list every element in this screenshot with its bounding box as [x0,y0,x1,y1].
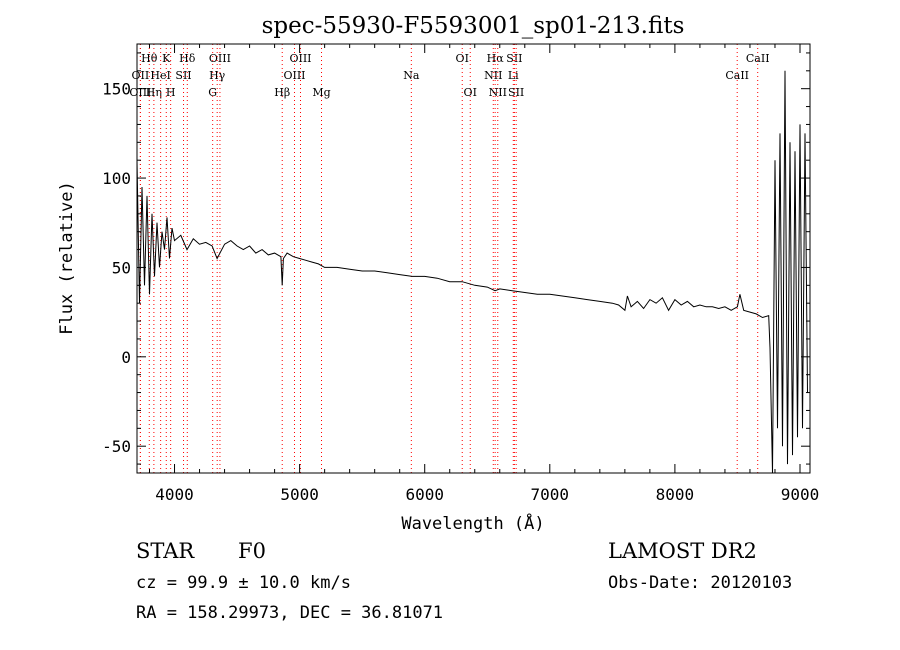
y-axis-label: Flux (relative) [57,181,77,335]
x-axis: 4000 5000 6000 7000 8000 9000 [149,44,820,504]
marker-label: OIII [289,52,311,65]
marker-label: NII [489,86,507,99]
y-tick-label: 100 [102,169,131,188]
marker-label: Hα [487,52,505,65]
marker-label: Hβ [274,86,290,99]
marker-label: Hγ [209,69,226,82]
marker-label: CaII [746,52,770,65]
marker-label: Hδ [179,52,196,65]
plot-frame [136,43,811,474]
obs-date: Obs-Date: 20120103 [608,573,793,593]
spectrum-series-line [136,70,808,474]
marker-label: OII [132,69,150,82]
y-tick-label: 50 [112,258,131,277]
x-tick-label: 4000 [155,485,194,504]
marker-label: Hθ [141,52,158,65]
y-axis: -50 0 50 100 150 [102,52,810,465]
object-subclass: F0 [238,539,266,563]
marker-label: OI [464,86,477,99]
y-tick-label: -50 [102,437,131,456]
y-tick-label: 0 [121,348,131,367]
x-tick-label: 9000 [781,485,820,504]
marker-label: Li [508,69,519,82]
marker-label: Mg [312,86,330,99]
marker-label: HeI [150,69,170,82]
marker-label: SII [175,69,191,82]
x-axis-label: Wavelength (Å) [401,512,544,534]
marker-label: SII [506,52,522,65]
x-tick-label: 7000 [531,485,570,504]
coordinates: RA = 158.29973, DEC = 36.81071 [136,603,444,623]
survey-name: LAMOST DR2 [608,539,757,563]
x-tick-label: 6000 [405,485,444,504]
marker-label: OIII [209,52,231,65]
marker-label: SII [508,86,524,99]
marker-label: CaII [725,69,749,82]
marker-label: K [162,52,171,65]
object-class: STAR [136,539,195,563]
marker-label: G [208,86,217,99]
x-tick-label: 5000 [280,485,319,504]
marker-label: OIII [129,86,151,99]
marker-label: NII [484,69,502,82]
y-tick-label: 150 [102,80,131,99]
marker-label: OI [456,52,469,65]
marker-label: Hη [146,86,162,99]
marker-label: Na [403,69,420,82]
marker-label: OIII [283,69,305,82]
chart-title: spec-55930-F5593001_sp01-213.fits [262,13,685,39]
redshift-text: cz = 99.9 ± 10.0 km/s [136,573,351,593]
marker-label: H [166,86,176,99]
x-tick-label: 8000 [656,485,695,504]
